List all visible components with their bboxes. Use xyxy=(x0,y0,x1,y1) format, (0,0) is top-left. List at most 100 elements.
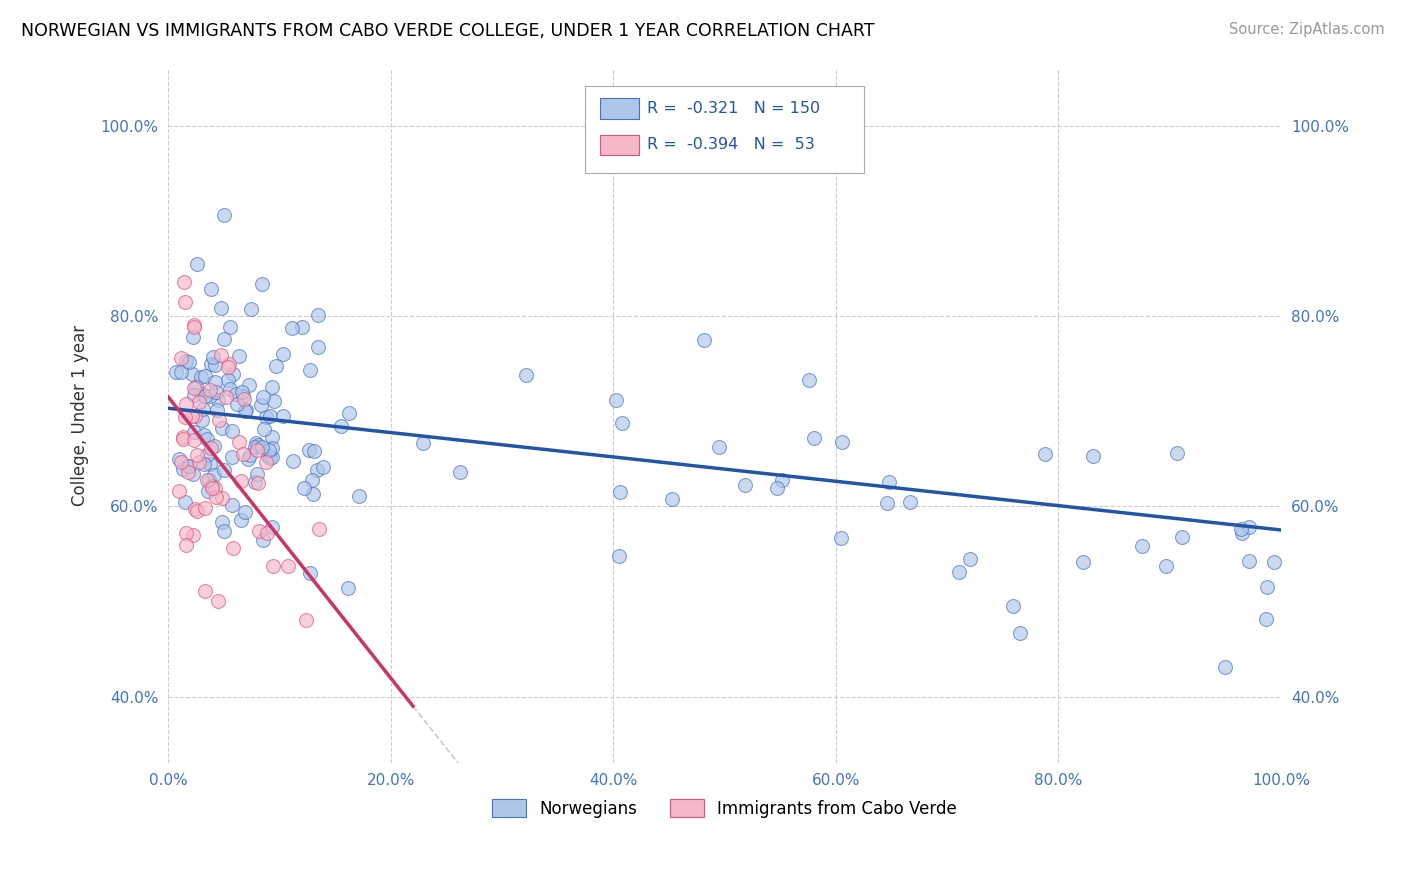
Point xyxy=(209,347,232,361)
Point xyxy=(291,320,314,334)
Point xyxy=(179,354,201,368)
Point xyxy=(209,301,232,315)
Point xyxy=(256,526,278,541)
Point xyxy=(298,566,321,580)
Point xyxy=(174,410,197,425)
Point xyxy=(803,431,825,445)
Point xyxy=(228,435,250,450)
Point xyxy=(186,257,208,271)
Point xyxy=(295,613,318,627)
Point xyxy=(186,380,208,394)
Point xyxy=(212,524,235,538)
Point xyxy=(229,513,252,527)
Point xyxy=(259,443,281,458)
Point xyxy=(225,397,247,411)
Point xyxy=(247,438,270,452)
Point xyxy=(191,401,214,416)
Point xyxy=(307,309,329,323)
Point xyxy=(174,354,197,368)
Point xyxy=(302,443,325,458)
Point xyxy=(194,500,217,515)
Point xyxy=(515,368,537,382)
Point xyxy=(709,440,731,454)
Point xyxy=(312,460,335,475)
Point xyxy=(200,457,222,471)
Point xyxy=(250,277,273,292)
Point xyxy=(174,495,197,509)
Point xyxy=(298,443,321,458)
Text: Source: ZipAtlas.com: Source: ZipAtlas.com xyxy=(1229,22,1385,37)
Point xyxy=(337,406,360,420)
Point xyxy=(180,409,202,423)
Point xyxy=(180,367,202,381)
Point xyxy=(215,390,238,404)
Point xyxy=(193,428,215,442)
Point xyxy=(198,473,221,487)
Point xyxy=(195,473,218,487)
Point xyxy=(201,350,224,364)
Point xyxy=(449,465,471,479)
Point xyxy=(1256,580,1278,594)
Point xyxy=(219,383,242,397)
Point xyxy=(609,549,631,563)
Point xyxy=(661,492,683,507)
Point xyxy=(228,349,250,363)
Point xyxy=(246,442,269,457)
Point xyxy=(221,424,243,438)
Point xyxy=(766,481,789,495)
Point xyxy=(217,359,239,374)
Point xyxy=(212,332,235,346)
Text: NORWEGIAN VS IMMIGRANTS FROM CABO VERDE COLLEGE, UNDER 1 YEAR CORRELATION CHART: NORWEGIAN VS IMMIGRANTS FROM CABO VERDE … xyxy=(21,22,875,40)
Point xyxy=(181,528,204,542)
Point xyxy=(184,502,207,516)
FancyBboxPatch shape xyxy=(585,86,863,173)
Point xyxy=(179,458,201,473)
Point xyxy=(221,498,243,512)
Point xyxy=(183,319,205,334)
Text: R =  -0.394   N =  53: R = -0.394 N = 53 xyxy=(647,137,814,153)
Point xyxy=(188,394,211,409)
Point xyxy=(246,475,269,490)
Point xyxy=(898,494,921,508)
Point xyxy=(1256,612,1278,626)
Point xyxy=(301,473,323,487)
Point xyxy=(190,413,212,427)
Point xyxy=(197,483,219,498)
Point xyxy=(183,433,205,447)
Point xyxy=(260,430,283,444)
Point xyxy=(1230,522,1253,536)
Point xyxy=(211,421,233,435)
Point xyxy=(307,340,329,354)
Point xyxy=(330,419,353,434)
Point xyxy=(948,566,970,580)
Point xyxy=(876,496,898,510)
Point xyxy=(172,432,194,446)
Point xyxy=(1213,660,1236,674)
Point xyxy=(281,321,304,335)
Point xyxy=(202,439,225,453)
Point xyxy=(1081,449,1104,463)
Legend: Norwegians, Immigrants from Cabo Verde: Norwegians, Immigrants from Cabo Verde xyxy=(486,793,963,824)
Point xyxy=(830,532,852,546)
Point xyxy=(243,441,266,455)
Point xyxy=(1010,626,1032,640)
Point xyxy=(239,448,262,462)
Point xyxy=(252,533,274,547)
Point xyxy=(218,357,240,371)
Point xyxy=(609,485,631,500)
Point xyxy=(260,450,283,464)
Point xyxy=(245,435,267,450)
Point xyxy=(200,282,222,296)
Point xyxy=(201,481,224,495)
Point xyxy=(240,301,263,316)
Point xyxy=(183,330,205,344)
Point xyxy=(194,368,217,383)
Point xyxy=(195,433,218,447)
Text: R =  -0.321   N = 150: R = -0.321 N = 150 xyxy=(647,101,820,116)
Point xyxy=(200,389,222,403)
Point xyxy=(183,387,205,401)
Point xyxy=(172,430,194,444)
Point xyxy=(231,384,253,399)
Point xyxy=(221,541,243,556)
Point xyxy=(194,389,217,403)
